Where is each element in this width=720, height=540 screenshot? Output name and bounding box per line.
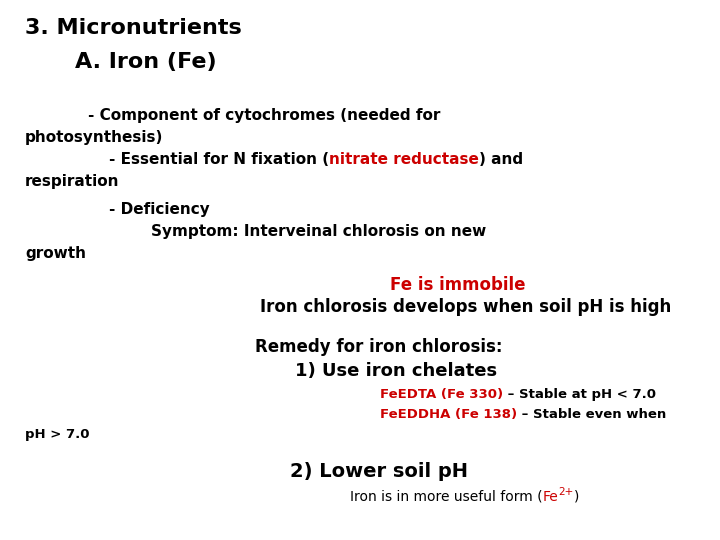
Text: ) and: ) and <box>479 152 523 167</box>
Text: – Stable at pH < 7.0: – Stable at pH < 7.0 <box>503 388 656 401</box>
Text: 3. Micronutrients: 3. Micronutrients <box>25 18 242 38</box>
Text: – Stable even when: – Stable even when <box>517 408 667 421</box>
Text: nitrate reductase: nitrate reductase <box>329 152 479 167</box>
Text: ): ) <box>574 490 579 504</box>
Text: 2) Lower soil pH: 2) Lower soil pH <box>290 462 468 481</box>
Text: Fe is immobile: Fe is immobile <box>390 276 526 294</box>
Text: Fe: Fe <box>543 490 559 504</box>
Text: growth: growth <box>25 246 86 261</box>
Text: 2+: 2+ <box>559 487 574 497</box>
Text: - Component of cytochromes (needed for: - Component of cytochromes (needed for <box>25 108 441 123</box>
Text: Remedy for iron chlorosis:: Remedy for iron chlorosis: <box>255 338 503 356</box>
Text: pH > 7.0: pH > 7.0 <box>25 428 89 441</box>
Text: photosynthesis): photosynthesis) <box>25 130 163 145</box>
Text: Iron is in more useful form (: Iron is in more useful form ( <box>350 490 543 504</box>
Text: 1) Use iron chelates: 1) Use iron chelates <box>295 362 497 380</box>
Text: FeEDDHA (Fe 138): FeEDDHA (Fe 138) <box>380 408 517 421</box>
Text: A. Iron (Fe): A. Iron (Fe) <box>75 52 217 72</box>
Text: - Deficiency: - Deficiency <box>25 202 210 217</box>
Text: - Essential for N fixation (: - Essential for N fixation ( <box>25 152 329 167</box>
Text: respiration: respiration <box>25 174 120 189</box>
Text: Symptom: Interveinal chlorosis on new: Symptom: Interveinal chlorosis on new <box>25 224 486 239</box>
Text: FeEDTA (Fe 330): FeEDTA (Fe 330) <box>380 388 503 401</box>
Text: Iron chlorosis develops when soil pH is high: Iron chlorosis develops when soil pH is … <box>260 298 671 316</box>
